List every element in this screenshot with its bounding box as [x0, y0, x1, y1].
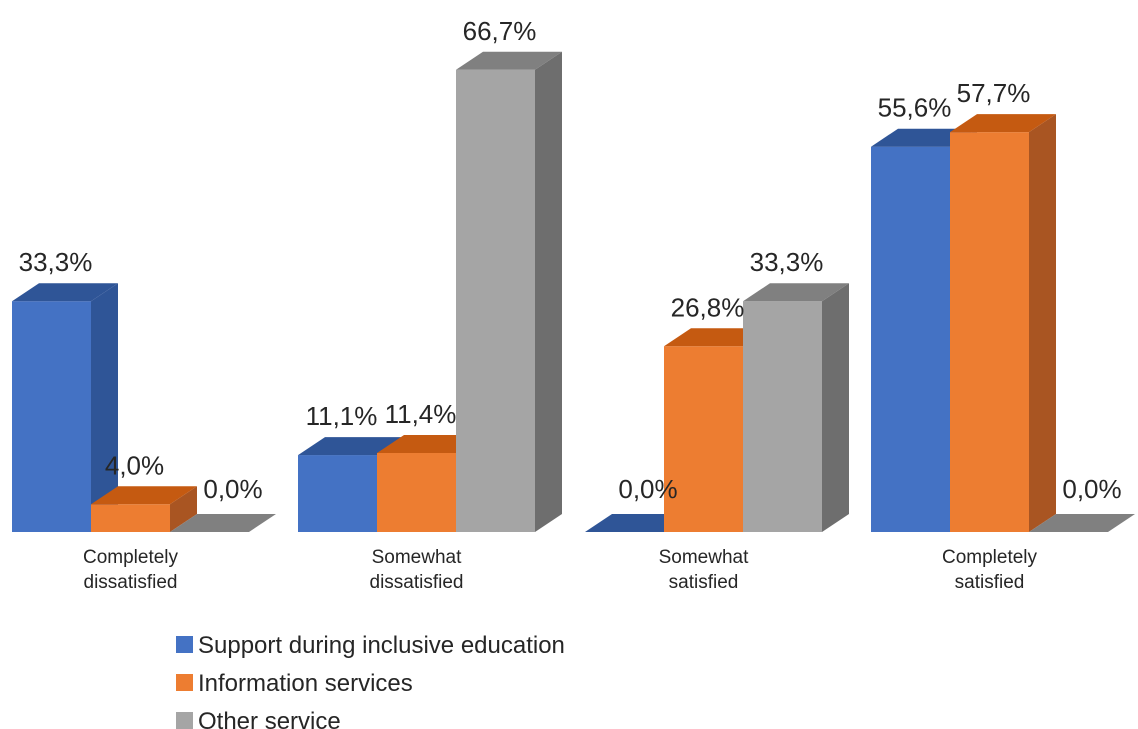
legend: Support during inclusive education Inform… — [176, 632, 565, 729]
bar-front — [298, 455, 377, 532]
bar-top — [12, 283, 118, 302]
bar-front — [950, 132, 1029, 532]
bar-side — [535, 51, 562, 532]
bar-top — [743, 283, 849, 302]
bar-side — [91, 283, 118, 532]
category-label: dissatisfied — [84, 572, 178, 593]
bar-top — [170, 514, 276, 532]
data-label: 33,3% — [19, 247, 93, 277]
data-label: 11,4% — [385, 399, 457, 429]
bar-front — [664, 346, 743, 532]
data-label: 0,0% — [1062, 474, 1121, 504]
data-label: 33,3% — [750, 247, 824, 277]
data-label: 11,1% — [306, 401, 378, 431]
data-label: 66,7% — [463, 16, 537, 46]
legend-swatch — [176, 712, 193, 729]
category-axis-labels: Completely dissatisfied Somewhat dissatisfi… — [83, 547, 1038, 593]
data-label: 4,0% — [105, 450, 164, 480]
bar-side — [1029, 114, 1056, 532]
bar-top — [91, 486, 197, 505]
data-label: 57,7% — [957, 78, 1031, 108]
bar-s1-c3 — [950, 114, 1056, 532]
bar-s1-c0 — [91, 486, 197, 532]
bar-front — [871, 146, 950, 532]
data-label: 26,8% — [671, 292, 745, 322]
category-label: Somewhat — [659, 547, 749, 568]
bar-front — [377, 452, 456, 532]
bar-front — [91, 504, 170, 532]
bar-top — [456, 51, 562, 70]
bar-s0-c0 — [12, 283, 118, 532]
data-label: 55,6% — [878, 93, 952, 123]
data-label: 0,0% — [203, 474, 262, 504]
category-label: dissatisfied — [370, 572, 464, 593]
data-labels: 33,3% 11,1% 0,0% 55,6% 4,0% 11,4% 26,8% 57,7% 0,… — [19, 16, 1122, 504]
legend-label: Support during inclusive education — [198, 632, 565, 659]
legend-item: Information services — [176, 670, 413, 697]
legend-label: Information services — [198, 670, 413, 697]
legend-item: Support during inclusive education — [176, 632, 565, 659]
legend-item: Other service — [176, 708, 341, 729]
bar-s2-c0 — [170, 514, 276, 532]
bars — [12, 51, 1135, 533]
category-label: Completely — [942, 547, 1038, 568]
bar-s2-c3 — [1029, 514, 1135, 532]
category-label: Completely — [83, 547, 179, 568]
legend-swatch — [176, 636, 193, 653]
bar-front — [743, 301, 822, 532]
legend-label: Other service — [198, 708, 341, 729]
data-label: 0,0% — [618, 474, 677, 504]
bar-front — [12, 301, 91, 532]
category-label: Somewhat — [372, 547, 462, 568]
bar-front — [456, 69, 535, 533]
bar-top — [950, 114, 1056, 133]
bar-s2-c2 — [743, 283, 849, 532]
bar-side — [822, 283, 849, 532]
bar-top — [298, 437, 404, 456]
bar-side — [170, 486, 197, 532]
bar-top — [1029, 514, 1135, 532]
category-label: satisfied — [669, 572, 739, 593]
bar-s2-c1 — [456, 51, 562, 533]
legend-swatch — [176, 674, 193, 691]
category-label: satisfied — [955, 572, 1025, 593]
